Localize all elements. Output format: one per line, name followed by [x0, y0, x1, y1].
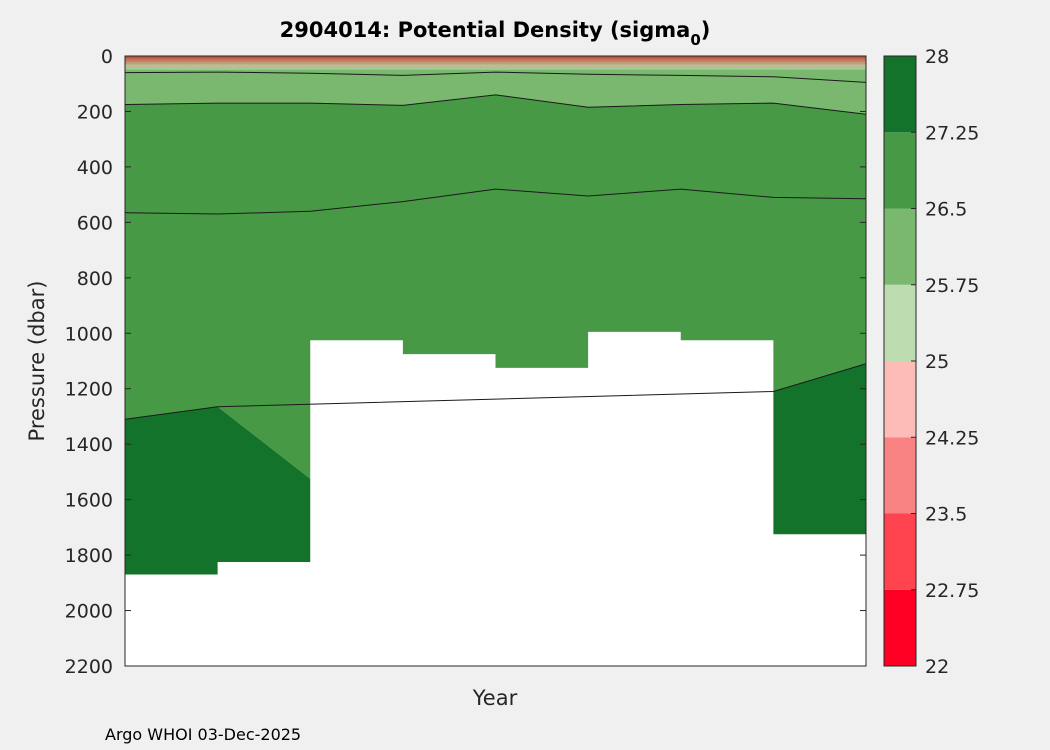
- y-tick-label: 0: [101, 46, 113, 68]
- colorbar-band-7: [884, 56, 916, 133]
- y-tick-label: 2000: [65, 601, 113, 623]
- surface-layer-1: [125, 58, 866, 62]
- y-tick-label: 1600: [65, 490, 113, 512]
- contour-line-1: [125, 94, 866, 115]
- colorbar-band-2: [884, 437, 916, 514]
- y-tick-label: 1800: [65, 545, 113, 567]
- density-fills: [125, 56, 866, 666]
- y-tick-label: 2200: [65, 656, 113, 678]
- no-data-region: [125, 331, 866, 666]
- y-tick-label: 400: [77, 157, 113, 179]
- surface-layer-2: [125, 61, 866, 65]
- colorbar-band-1: [884, 513, 916, 590]
- colorbar-band-3: [884, 361, 916, 438]
- colorbar-band-4: [884, 284, 916, 361]
- colorbar-tick-label: 25: [925, 351, 949, 373]
- y-tick-label: 1200: [65, 379, 113, 401]
- surface-layer-3: [125, 64, 866, 68]
- chart-title: 2904014: Potential Density (sigma0): [280, 18, 711, 49]
- colorbar-tick-label: 28: [925, 46, 949, 68]
- y-axis-label: Pressure (dbar): [25, 281, 49, 442]
- footer-credit: Argo WHOI 03-Dec-2025: [105, 725, 302, 744]
- colorbar-band-6: [884, 132, 916, 209]
- y-tick-label: 1400: [65, 434, 113, 456]
- colorbar-tick-label: 25.75: [925, 275, 979, 297]
- y-tick-label: 200: [77, 101, 113, 123]
- colorbar-band-5: [884, 208, 916, 285]
- y-tick-label: 800: [77, 268, 113, 290]
- title-end: ): [701, 18, 711, 42]
- contour-line-2: [125, 188, 866, 215]
- title-subscript: 0: [690, 31, 700, 49]
- colorbar-tick-label: 24.25: [925, 427, 979, 449]
- colorbar-tick-label: 27.25: [925, 122, 979, 144]
- y-tick-label: 600: [77, 212, 113, 234]
- surface-layer-0: [125, 56, 866, 59]
- colorbar-tick-label: 22.75: [925, 580, 979, 602]
- colorbar-tick-label: 22: [925, 656, 949, 678]
- plot-frame: [124, 55, 867, 667]
- surface-layer-4: [125, 67, 866, 70]
- density-band-1: [125, 72, 866, 115]
- colorbar-tick-label: 26.5: [925, 199, 967, 221]
- title-main: 2904014: Potential Density (sigma: [280, 18, 691, 42]
- density-contours: [125, 71, 866, 420]
- colorbar-band-0: [884, 589, 916, 666]
- x-axis-label: Year: [472, 686, 518, 710]
- y-tick-label: 1000: [65, 323, 113, 345]
- contour-line-0: [125, 71, 866, 83]
- y-axis: 0 200 400 600 800 1000 1200 1400 1600 1800 2000 220…: [65, 46, 866, 678]
- colorbar: 28 27.25 26.5 25.75 25 24.25 23.5 22.75 22: [883, 46, 979, 678]
- colorbar-tick-label: 23.5: [925, 504, 967, 526]
- contour-line-3: [125, 363, 866, 420]
